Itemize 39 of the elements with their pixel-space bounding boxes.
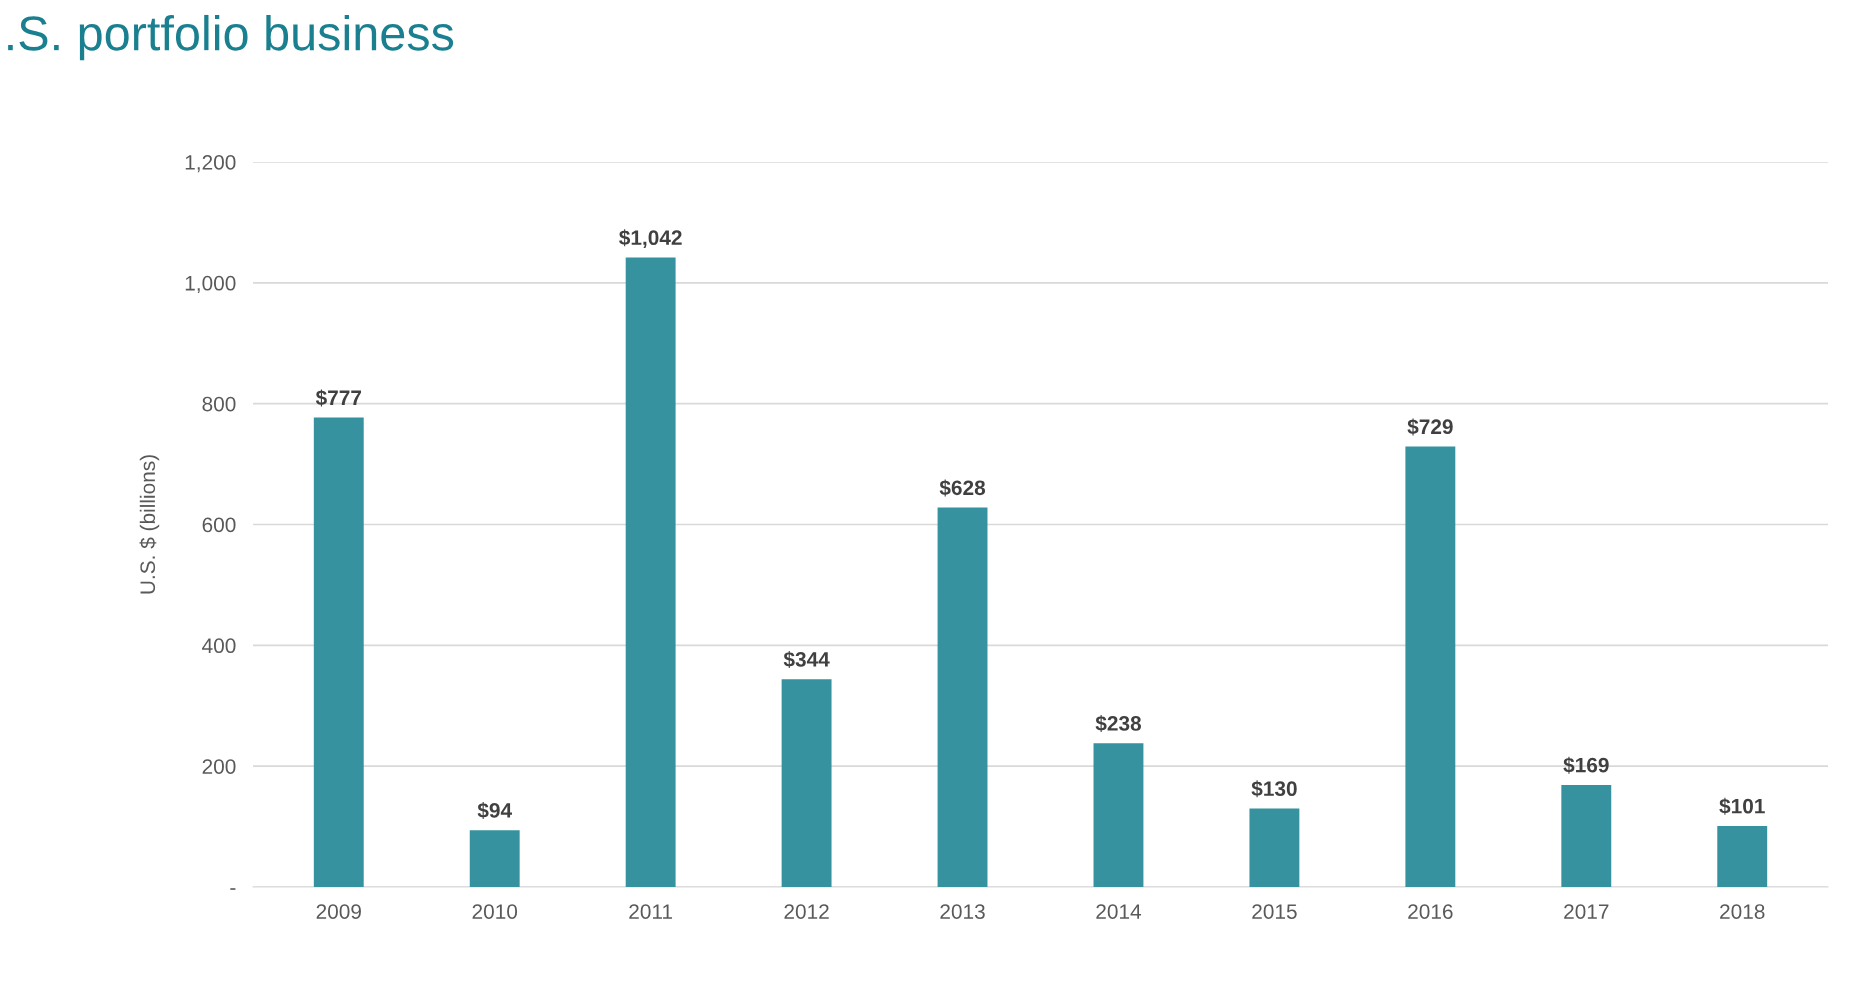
bar (1093, 743, 1144, 887)
data-label: $344 (783, 651, 830, 669)
y-tick-label: 200 (202, 759, 236, 774)
y-tick-label: 400 (202, 638, 236, 654)
data-label: $94 (477, 802, 512, 820)
data-label: $130 (1251, 780, 1297, 798)
x-tick-label: 2010 (472, 904, 518, 919)
bar (625, 257, 676, 887)
y-tick-label: - (230, 888, 236, 890)
x-tick-label: 2017 (1564, 904, 1609, 919)
x-tick-label: 2009 (316, 904, 361, 919)
y-tick-label: 800 (202, 396, 236, 412)
x-tick-label: 2018 (1720, 904, 1765, 919)
data-label: $777 (315, 389, 362, 407)
y-tick-label: 1,000 (185, 275, 236, 294)
bar (469, 830, 520, 887)
bar (313, 417, 364, 887)
chart-title: .S. portfolio business (8, 14, 454, 61)
x-tick-label: 2016 (1408, 904, 1453, 919)
bar (1561, 784, 1612, 887)
data-label: $169 (1563, 756, 1609, 774)
data-label: $101 (1719, 797, 1765, 815)
bar (781, 679, 832, 887)
bar (1717, 825, 1768, 887)
bar (937, 507, 988, 887)
data-label: $238 (1095, 715, 1142, 733)
y-axis-title: U.S. $ (billions) (139, 455, 160, 594)
x-tick-label: 2012 (784, 904, 829, 919)
data-label: $729 (1407, 418, 1453, 436)
x-tick-label: 2015 (1252, 904, 1297, 919)
bar (1249, 808, 1300, 887)
y-tick-label: 1,200 (185, 155, 236, 173)
y-tick-label: 600 (202, 517, 236, 533)
data-label: $628 (939, 479, 986, 497)
x-tick-label: 2014 (1096, 904, 1142, 919)
bar (1405, 446, 1456, 887)
x-tick-label: 2011 (629, 904, 673, 919)
x-tick-label: 2013 (940, 904, 985, 919)
data-label: $1,042 (619, 229, 682, 249)
